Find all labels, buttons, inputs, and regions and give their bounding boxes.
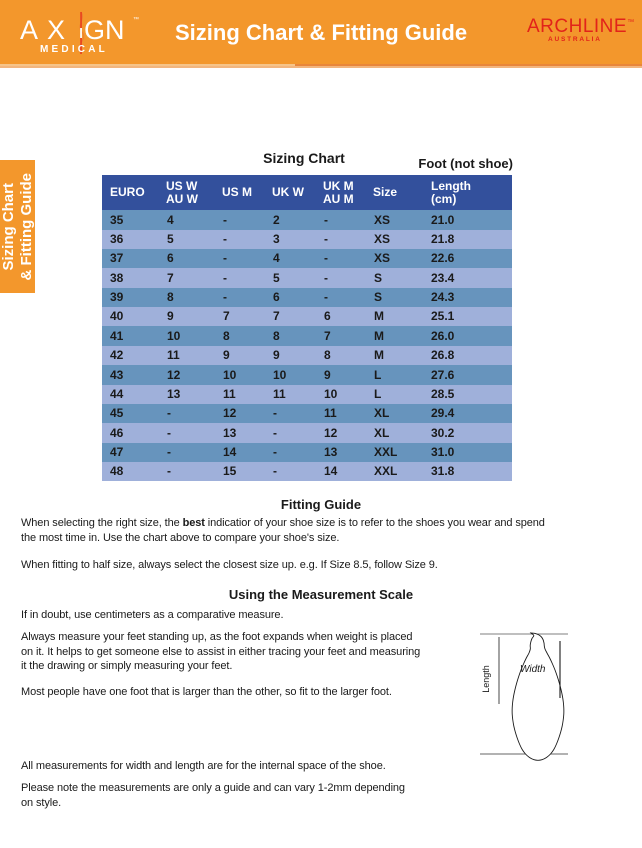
svg-text:A: A [20,15,38,45]
svg-text:X: X [47,15,65,45]
svg-text:GN: GN [84,15,125,45]
svg-text:™: ™ [133,16,139,23]
svg-text:Length: Length [481,665,491,693]
svg-text:MEDICAL: MEDICAL [40,44,108,55]
svg-text:Width: Width [520,664,546,675]
